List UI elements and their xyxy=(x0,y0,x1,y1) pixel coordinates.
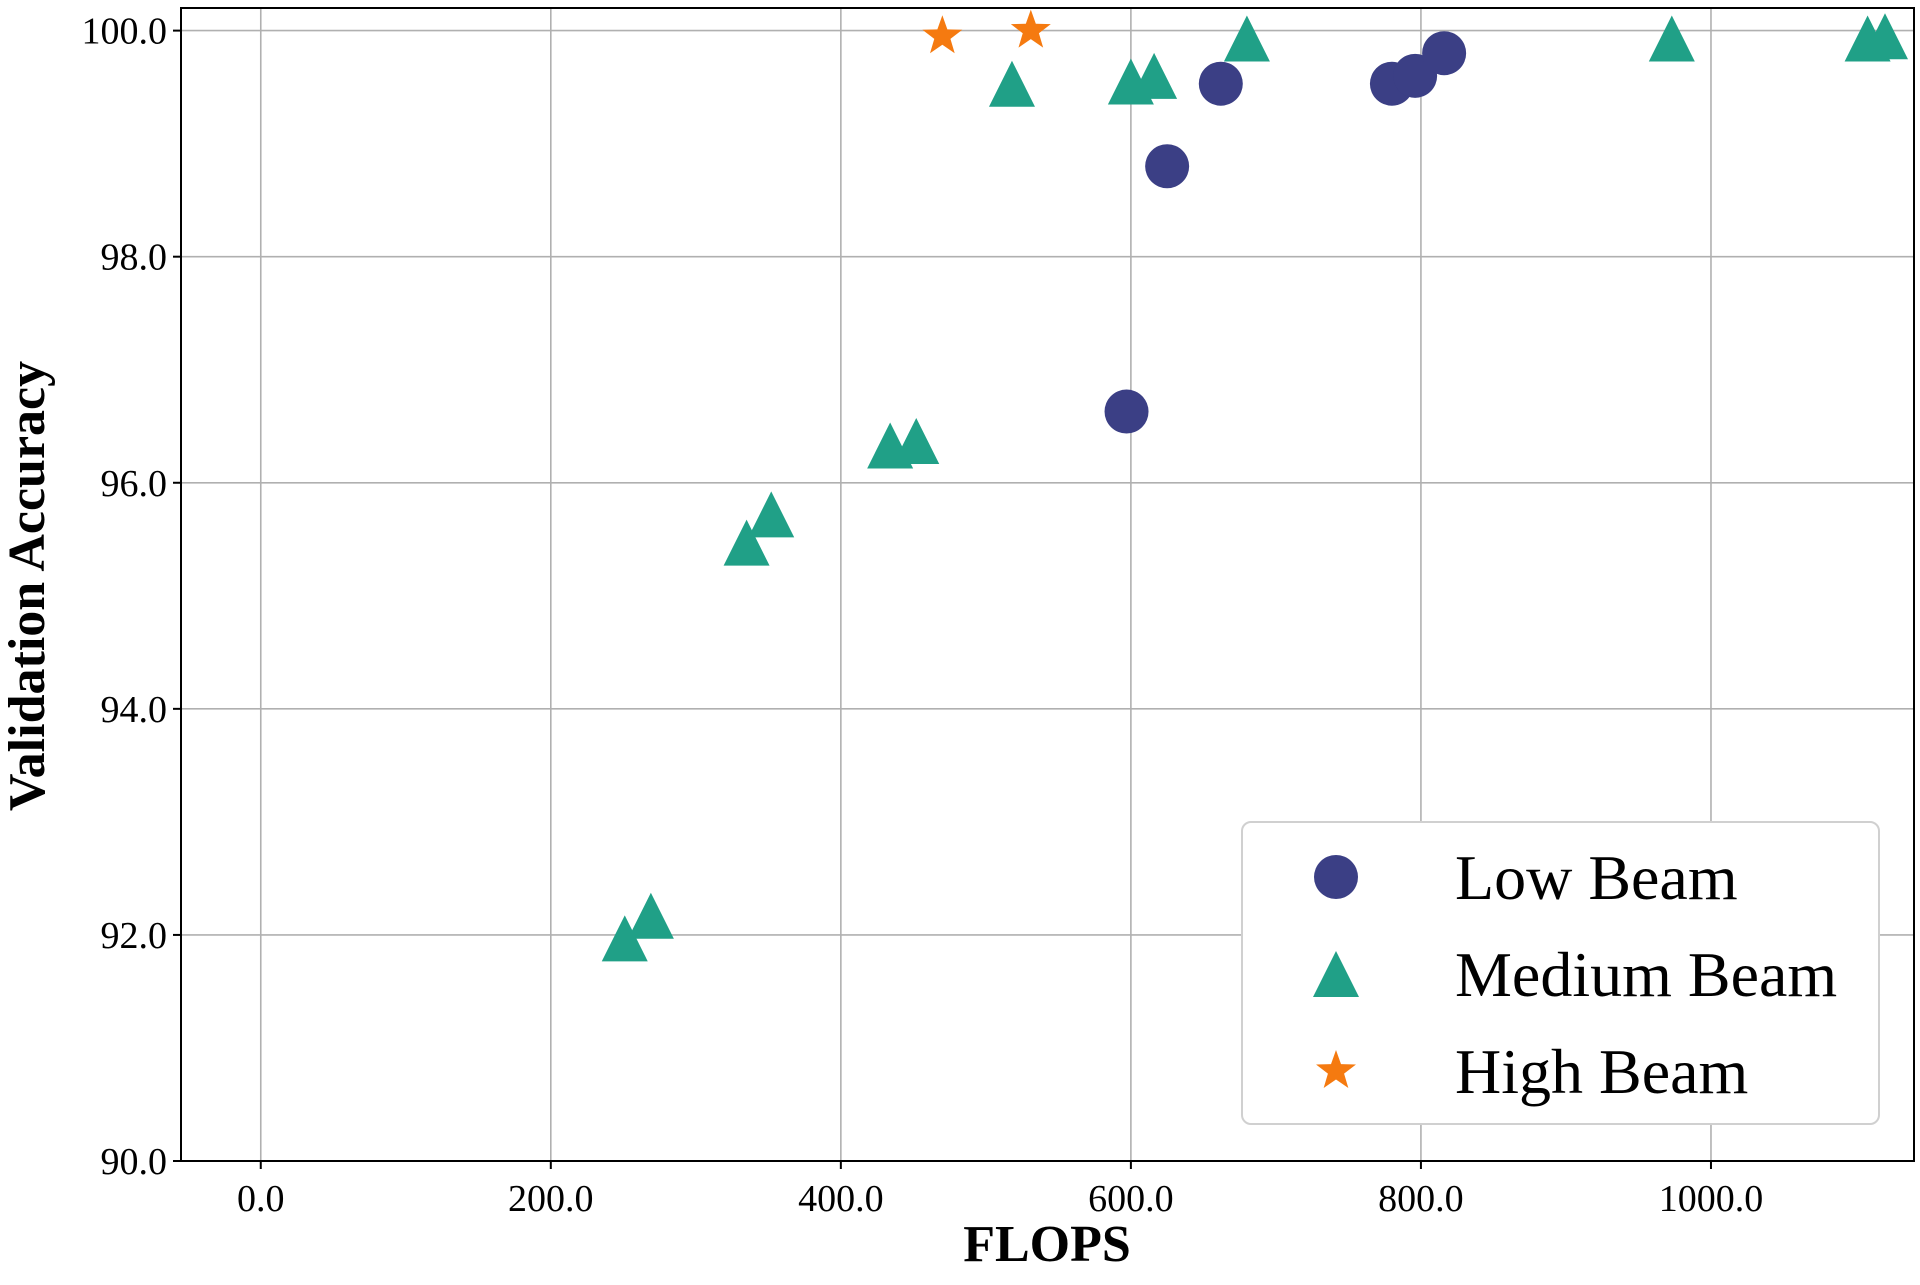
axes-frame xyxy=(180,7,1915,1162)
medium-beam-point xyxy=(1861,13,1908,60)
legend: Low Beam Medium Beam High Beam xyxy=(1241,821,1880,1125)
marks-layer xyxy=(601,9,1908,962)
high-beam-point xyxy=(922,15,963,54)
legend-frame xyxy=(1241,821,1880,1125)
y-tick-label: 96.0 xyxy=(101,463,168,505)
x-tick-label: 0.0 xyxy=(237,1178,285,1220)
medium-beam-point xyxy=(988,60,1035,107)
high-beam-point xyxy=(1010,9,1051,48)
medium-beam-legend-marker xyxy=(1313,951,1359,997)
low-beam-legend-marker xyxy=(1314,855,1358,899)
medium-beam-point xyxy=(748,491,795,538)
y-tick-label: 94.0 xyxy=(101,689,168,731)
medium-beam-point xyxy=(893,417,940,464)
legend-items: Low Beam Medium Beam High Beam xyxy=(1313,842,1837,1107)
low-beam-point xyxy=(1104,389,1149,434)
y-tick-label: 92.0 xyxy=(101,915,168,957)
medium-beam-series xyxy=(601,13,1908,962)
medium-beam-point xyxy=(1223,15,1270,62)
low-beam-legend-label: Low Beam xyxy=(1455,842,1738,913)
x-tick-label: 1000.0 xyxy=(1659,1178,1764,1220)
y-tick-label: 90.0 xyxy=(101,1141,168,1183)
x-tick-label: 600.0 xyxy=(1088,1178,1174,1220)
tick-labels: 0.0 200.0 400.0 600.0 800.0 1000.0 90.0 92.0 94.… xyxy=(82,11,1764,1220)
high-beam-legend-marker xyxy=(1316,1050,1356,1088)
low-beam-point xyxy=(1198,61,1243,106)
low-beam-point xyxy=(1422,31,1467,76)
y-tick-label: 100.0 xyxy=(82,11,168,53)
x-tick-label: 800.0 xyxy=(1378,1178,1464,1220)
high-beam-series xyxy=(922,9,1051,54)
x-tick-label: 400.0 xyxy=(798,1178,884,1220)
medium-beam-point xyxy=(723,519,770,566)
x-tick-label: 200.0 xyxy=(508,1178,594,1220)
y-tick-label: 98.0 xyxy=(101,237,168,279)
low-beam-point xyxy=(1145,144,1190,189)
x-axis-title: FLOPS xyxy=(963,1216,1131,1273)
low-beam-series xyxy=(1104,31,1467,434)
high-beam-legend-label: High Beam xyxy=(1455,1036,1748,1107)
medium-beam-point xyxy=(627,892,674,939)
y-axis-title: Validation Accuracy xyxy=(0,361,56,811)
medium-beam-point xyxy=(601,915,648,962)
medium-beam-legend-label: Medium Beam xyxy=(1455,939,1837,1010)
medium-beam-point xyxy=(1131,52,1178,99)
medium-beam-point xyxy=(1648,15,1695,62)
